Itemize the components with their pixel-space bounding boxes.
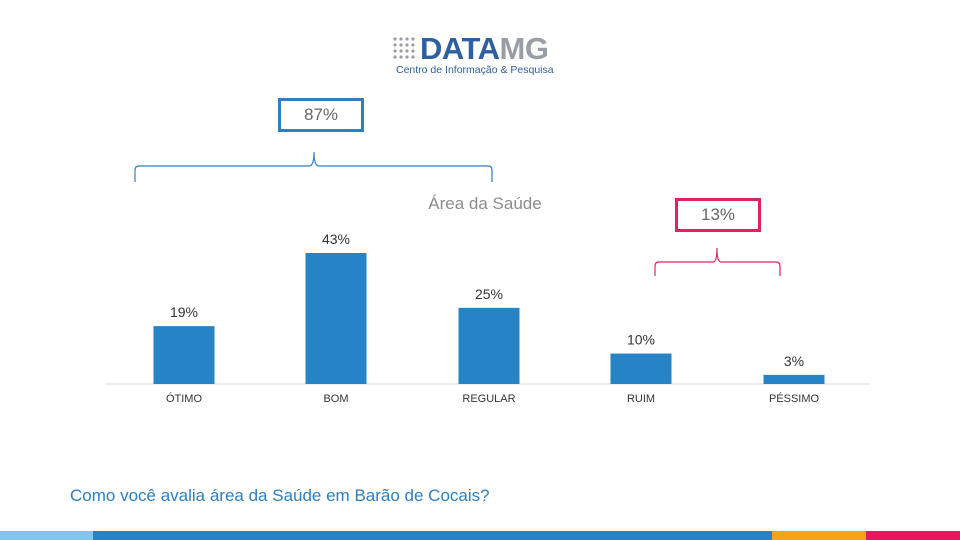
dot-grid-icon xyxy=(393,37,415,59)
footer-segment-light-blue xyxy=(0,531,93,540)
positive-total-box: 87% xyxy=(278,98,364,132)
category-label-regular: REGULAR xyxy=(462,393,515,405)
value-label-ruim: 10% xyxy=(627,332,655,348)
value-label-bom: 43% xyxy=(322,231,350,247)
bar-regular xyxy=(458,307,520,384)
survey-question: Como você avalia área da Saúde em Barão … xyxy=(70,486,490,505)
datamg-logo: DATAMG Centro de Informação & Pesquisa xyxy=(392,30,582,80)
footer-color-bar xyxy=(0,531,960,540)
bar-ruim xyxy=(610,353,672,384)
value-label-regular: 25% xyxy=(475,286,503,302)
bar-bom xyxy=(305,253,367,384)
logo-tagline: Centro de Informação & Pesquisa xyxy=(396,64,554,76)
footer-segment-orange xyxy=(772,531,866,540)
category-label-pessimo: PÉSSIMO xyxy=(769,392,820,405)
bar-otimo xyxy=(153,326,215,384)
negative-group-bracket xyxy=(654,247,781,276)
logo-word-mg: MG xyxy=(499,31,549,66)
category-label-bom: BOM xyxy=(323,393,348,405)
positive-group-bracket xyxy=(134,151,493,182)
value-label-pessimo: 3% xyxy=(784,353,804,369)
footer-segment-blue xyxy=(93,531,772,540)
logo-wordmark: DATAMG xyxy=(420,30,549,68)
value-label-otimo: 19% xyxy=(170,304,198,320)
logo-word-data: DATA xyxy=(420,31,500,66)
footer-segment-pink xyxy=(866,531,960,540)
bar-pessimo xyxy=(763,374,825,384)
negative-total-box: 13% xyxy=(675,198,761,232)
chart-title: Área da Saúde xyxy=(428,194,542,213)
category-label-ruim: RUIM xyxy=(627,393,655,405)
category-label-otimo: ÓTIMO xyxy=(166,392,202,405)
